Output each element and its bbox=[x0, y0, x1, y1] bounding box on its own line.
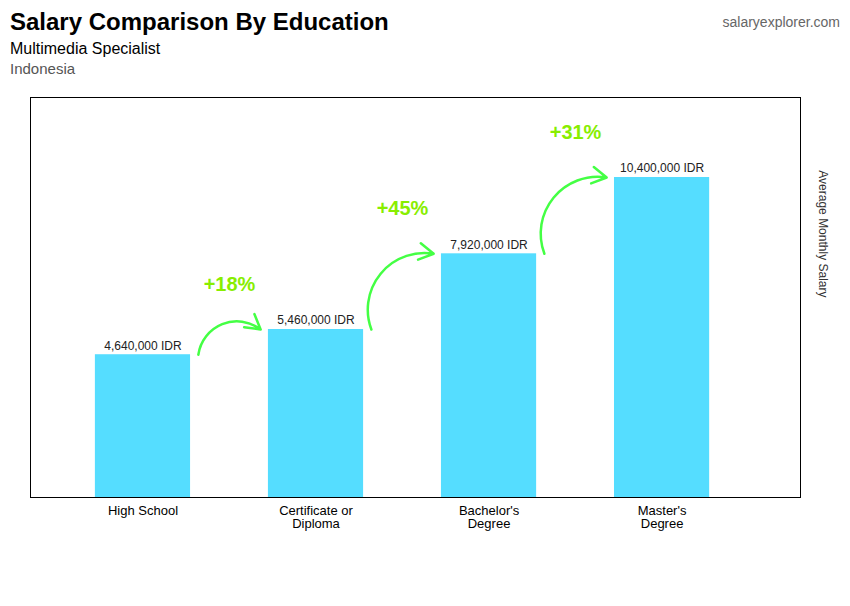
svg-text:Average Monthly Salary: Average Monthly Salary bbox=[816, 170, 830, 297]
html-text:salaryexplorer.com: salaryexplorer.com bbox=[722, 14, 840, 30]
svg-text:+18%: +18% bbox=[204, 273, 256, 295]
html-text:Multimedia Specialist: Multimedia Specialist bbox=[10, 40, 161, 57]
html-text:Salary Comparison By Education: Salary Comparison By Education bbox=[10, 8, 389, 35]
svg-text:+31%: +31% bbox=[550, 121, 602, 143]
svg-text:Bachelor'sDegree: Bachelor'sDegree bbox=[459, 503, 520, 531]
html-text:Indonesia: Indonesia bbox=[10, 60, 76, 77]
svg-text:+45%: +45% bbox=[377, 197, 429, 219]
svg-text:Certificate orDiploma: Certificate orDiploma bbox=[279, 503, 353, 531]
svg-text:High School: High School bbox=[108, 503, 178, 518]
svg-text:Master'sDegree: Master'sDegree bbox=[638, 503, 687, 531]
svg-text:5,460,000 IDR: 5,460,000 IDR bbox=[277, 313, 355, 327]
svg-text:7,920,000 IDR: 7,920,000 IDR bbox=[450, 238, 528, 252]
svg-text:10,400,000 IDR: 10,400,000 IDR bbox=[620, 161, 704, 175]
svg-text:4,640,000 IDR: 4,640,000 IDR bbox=[104, 339, 182, 353]
